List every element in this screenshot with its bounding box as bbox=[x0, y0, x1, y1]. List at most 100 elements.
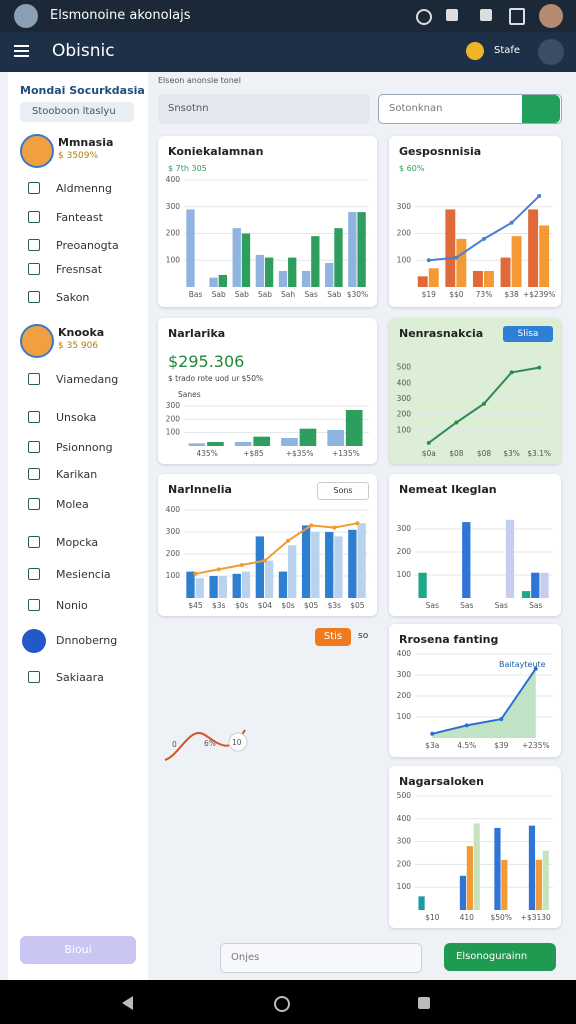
x-tick-label: Sas bbox=[426, 601, 439, 610]
sidebar-item[interactable]: Aldmenng bbox=[56, 182, 112, 195]
sidebar-icon bbox=[28, 411, 40, 423]
search-button[interactable] bbox=[522, 95, 560, 123]
profile-name: Knooka bbox=[58, 326, 105, 339]
sidebar-item[interactable]: Karikan bbox=[56, 468, 98, 481]
icon[interactable] bbox=[466, 42, 484, 60]
icon[interactable] bbox=[416, 9, 432, 25]
icon[interactable] bbox=[509, 8, 525, 25]
bar bbox=[281, 438, 298, 446]
card-button[interactable]: Sons bbox=[317, 482, 369, 500]
bar bbox=[528, 825, 536, 910]
sidebar-search[interactable]: Stooboon ltaslyu bbox=[20, 102, 134, 122]
card: Narlarika $295.306 $ trado rote uod ur $50… bbox=[158, 318, 377, 464]
bar bbox=[325, 262, 334, 287]
point bbox=[482, 401, 486, 406]
point bbox=[355, 521, 360, 526]
icon[interactable] bbox=[446, 9, 458, 21]
squiggle-label: 10 bbox=[232, 738, 242, 747]
y-tick-label: 300 bbox=[397, 202, 412, 211]
x-tick-label: $$0 bbox=[449, 290, 464, 299]
point bbox=[332, 525, 337, 530]
sidebar-item[interactable]: Sakon bbox=[56, 291, 90, 304]
chip[interactable]: Stis bbox=[315, 628, 351, 646]
bar bbox=[511, 236, 522, 287]
x-tick-label: $08 bbox=[449, 449, 464, 458]
avatar bbox=[14, 4, 38, 28]
back-button[interactable] bbox=[122, 996, 133, 1010]
icon[interactable] bbox=[480, 9, 492, 21]
sidebar-item[interactable]: Preoanogta bbox=[56, 239, 119, 252]
x-tick-label: $0a bbox=[422, 449, 436, 458]
card-title: Nenrasnakcia bbox=[399, 327, 484, 340]
chart: 100 200 300 $19 $$0 73% $38 +$239% bbox=[397, 194, 555, 299]
avatar bbox=[20, 324, 54, 358]
icon[interactable] bbox=[538, 39, 564, 65]
x-tick-label: +$85 bbox=[243, 449, 264, 458]
x-tick-label: 410 bbox=[460, 913, 475, 922]
sidebar-item[interactable]: Fanteast bbox=[56, 211, 103, 224]
sidebar-item[interactable]: Psionnong bbox=[56, 441, 113, 454]
badge[interactable]: Slisa bbox=[503, 326, 553, 342]
y-tick-label: 100 bbox=[166, 571, 181, 580]
recents-button[interactable] bbox=[418, 997, 430, 1009]
sidebar-item[interactable]: Unsoka bbox=[56, 411, 97, 424]
sidebar-item[interactable]: Viamedang bbox=[56, 373, 119, 386]
sidebar-item[interactable]: Fresnsat bbox=[56, 263, 103, 276]
bar bbox=[334, 536, 343, 598]
sidebar-icon bbox=[28, 182, 40, 194]
sidebar-item[interactable]: Sakiaara bbox=[56, 671, 104, 684]
sidebar-item[interactable]: Mesiencia bbox=[56, 568, 111, 581]
sidebar-item[interactable]: Molea bbox=[56, 498, 89, 511]
bar bbox=[428, 268, 439, 287]
bar bbox=[301, 525, 311, 598]
x-tick-label: Sab bbox=[258, 290, 272, 299]
sidebar-item[interactable]: Mopcka bbox=[56, 536, 99, 549]
avatar[interactable] bbox=[539, 4, 563, 28]
caption: $ trado rote uod ur $50% bbox=[168, 374, 264, 383]
user-name[interactable]: Stafe bbox=[494, 45, 521, 56]
profile-name: Mmnasia bbox=[58, 136, 114, 149]
search[interactable]: Snsotnn bbox=[158, 94, 370, 124]
bar bbox=[418, 572, 427, 598]
y-tick-label: 500 bbox=[397, 791, 412, 800]
card-title: Nagarsaloken bbox=[399, 775, 484, 788]
input[interactable]: Onjes bbox=[220, 943, 422, 973]
card-title: Gesposnnisia bbox=[399, 145, 482, 158]
point bbox=[509, 220, 514, 225]
bar bbox=[299, 428, 317, 446]
menu-button[interactable] bbox=[14, 45, 29, 47]
y-tick-label: 100 bbox=[397, 570, 412, 579]
bar bbox=[255, 536, 265, 598]
chart: 100 200 300 400 500 $10 410 $50% +$3130 bbox=[397, 791, 553, 922]
chart: 100 200 300 400 500 $0a $08 $08 $3% $3.1% bbox=[397, 363, 553, 458]
x-tick-label: $19 bbox=[422, 290, 437, 299]
y-tick-label: 400 bbox=[397, 814, 412, 823]
bar bbox=[357, 212, 366, 287]
bar bbox=[234, 442, 252, 446]
card: Koniekalamnan $ 7th 305 100 200 300 400 Bas Sab… bbox=[158, 136, 377, 307]
chart: 100 200 300 Sas Sas Sas Sas bbox=[397, 519, 553, 610]
y-tick-label: 200 bbox=[166, 414, 181, 423]
x-tick-label: Sah bbox=[281, 290, 295, 299]
sidebar-icon bbox=[28, 468, 40, 480]
card-title: Rrosena fanting bbox=[399, 633, 499, 646]
bar bbox=[288, 257, 297, 287]
home-button[interactable] bbox=[274, 996, 290, 1012]
bar bbox=[472, 270, 483, 287]
x-tick-label: Sas bbox=[529, 601, 542, 610]
sidebar-icon bbox=[28, 263, 40, 275]
sidebar-icon bbox=[28, 373, 40, 385]
send-button[interactable]: Elsonogurainn bbox=[444, 943, 556, 971]
sidebar-icon bbox=[28, 671, 40, 683]
y-tick-label: 300 bbox=[397, 524, 412, 533]
sidebar-item[interactable]: Nonio bbox=[56, 599, 88, 612]
bar bbox=[542, 850, 549, 910]
squiggle: 0 6% 10 bbox=[164, 729, 248, 761]
sidebar-item[interactable]: Dnnoberng bbox=[56, 634, 118, 647]
bar bbox=[207, 442, 224, 446]
bar bbox=[209, 576, 218, 598]
point bbox=[533, 666, 538, 671]
sidebar-button[interactable]: Bioui bbox=[20, 936, 136, 964]
point bbox=[216, 567, 221, 572]
